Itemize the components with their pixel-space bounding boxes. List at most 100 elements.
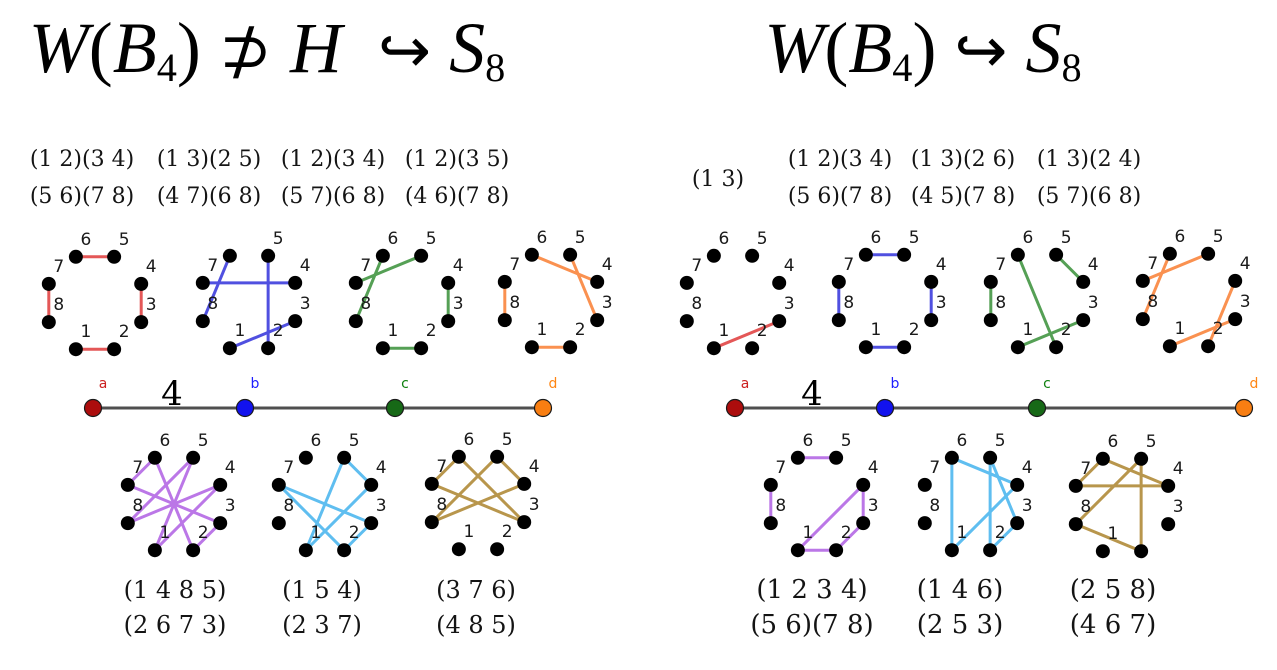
graph-node: [186, 450, 201, 465]
graph-node-label: 3: [146, 295, 157, 315]
graph-node: [107, 249, 122, 264]
graph-edge: [201, 254, 232, 323]
graph-node: [147, 543, 162, 558]
permutation-label: (3 7 6): [436, 576, 516, 604]
graph-node: [1010, 247, 1025, 262]
graph-node: [424, 515, 439, 530]
graph-edge: [1074, 522, 1143, 553]
graph-node: [288, 275, 303, 290]
graph-node: [424, 476, 439, 491]
graph-node-label: 6: [387, 229, 398, 249]
permutation-label: (4 8 5): [436, 611, 516, 639]
permutation-label: (5 6)(7 8): [29, 184, 135, 209]
graph-edge: [457, 455, 526, 524]
coxeter-node-label: d: [549, 376, 558, 392]
permutation-label: (4 6)(7 8): [404, 184, 510, 209]
graph-node-label: 7: [53, 257, 64, 277]
title-segment: S: [449, 8, 486, 88]
graph-edge: [277, 483, 373, 525]
graph-node: [1049, 247, 1064, 262]
panel-title: W(B4) ⊅ H ↪ S8: [29, 12, 505, 88]
permutation-label: (4 6 7): [1069, 610, 1157, 640]
graph-node-label: 8: [436, 495, 447, 515]
graph-node: [1010, 477, 1025, 492]
graph-node-label: 6: [310, 431, 321, 451]
graph-node-label: 2: [575, 320, 586, 340]
graph-node: [375, 248, 390, 263]
graph-node: [1135, 312, 1150, 327]
graph-node: [441, 275, 456, 290]
permutation-label: (5 7)(6 8): [280, 184, 386, 209]
graph-node: [1201, 246, 1216, 261]
graph-node: [1135, 273, 1150, 288]
graph-node-label: 4: [453, 256, 464, 276]
title-segment: W: [764, 8, 825, 88]
graph-node-label: 2: [841, 523, 852, 543]
title-segment: W: [28, 8, 89, 88]
permutation-label: (1 5 4): [282, 576, 362, 604]
graph-node: [451, 449, 466, 464]
graph-node: [134, 276, 149, 291]
title-segment: ): [912, 8, 955, 88]
permutation-label: (1 3)(2 5): [156, 147, 262, 172]
title-segment: ⊅: [218, 13, 272, 87]
permutation-label: (2 6 7 3): [123, 611, 227, 639]
graph-node: [763, 516, 778, 531]
graph-node-label: 3: [225, 496, 236, 516]
graph-node-label: 8: [1147, 292, 1158, 312]
coxeter-node-a: [83, 398, 103, 418]
graph-edge: [1206, 279, 1237, 348]
graph-node-label: 5: [1061, 228, 1072, 248]
graph-node-label: 5: [909, 228, 920, 248]
graph-node: [831, 313, 846, 328]
permutation-label: (1 3): [691, 167, 745, 192]
graph-node-label: 1: [463, 522, 474, 542]
graph-node-label: 6: [718, 229, 729, 249]
graph-node-label: 8: [843, 293, 854, 313]
cycle-graph: 1 23 45 67 8: [41, 230, 157, 357]
graph-node: [1228, 273, 1243, 288]
graph-node: [924, 274, 939, 289]
graph-node-label: 2: [909, 320, 920, 340]
graph-edge: [430, 482, 526, 524]
graph-node-label: 5: [1146, 432, 1157, 452]
graph-node-label: 8: [995, 293, 1006, 313]
graph-node-label: 5: [119, 230, 130, 250]
graph-node: [497, 274, 512, 289]
graph-node: [195, 314, 210, 329]
graph-node-label: 1: [718, 321, 729, 341]
title-segment: 4: [156, 44, 177, 90]
graph-node-label: 7: [1147, 254, 1158, 274]
graph-node-label: 8: [509, 293, 520, 313]
graph-node: [763, 477, 778, 492]
graph-node: [490, 542, 505, 557]
graph-node: [261, 248, 276, 263]
graph-node: [983, 450, 998, 465]
graph-node-label: 6: [870, 228, 881, 248]
coxeter-edge-order-label: 4: [161, 374, 183, 414]
graph-edge: [1141, 252, 1210, 283]
cycle-graph: 1 23 45 67 8: [763, 431, 879, 558]
graph-node-label: 8: [691, 294, 702, 314]
graph-node: [134, 315, 149, 330]
coxeter-node-a: [725, 398, 745, 418]
graph-node-label: 2: [349, 523, 360, 543]
graph-node-label: 4: [784, 256, 795, 276]
graph-node: [364, 516, 379, 531]
graph-node-label: 5: [273, 229, 284, 249]
graph-node: [679, 275, 694, 290]
permutation-label: (4 5)(7 8): [910, 184, 1016, 209]
graph-node: [41, 276, 56, 291]
graph-node-label: 6: [159, 431, 170, 451]
graph-node-label: 2: [1213, 319, 1224, 339]
graph-node: [213, 516, 228, 531]
graph-node-label: 2: [757, 321, 768, 341]
graph-node-label: 2: [426, 321, 437, 341]
panel-title: W(B4) ↪ S8: [764, 12, 1081, 88]
graph-node: [858, 247, 873, 262]
graph-node-label: 7: [691, 256, 702, 276]
graph-node: [590, 313, 605, 328]
graph-node-label: 7: [775, 458, 786, 478]
